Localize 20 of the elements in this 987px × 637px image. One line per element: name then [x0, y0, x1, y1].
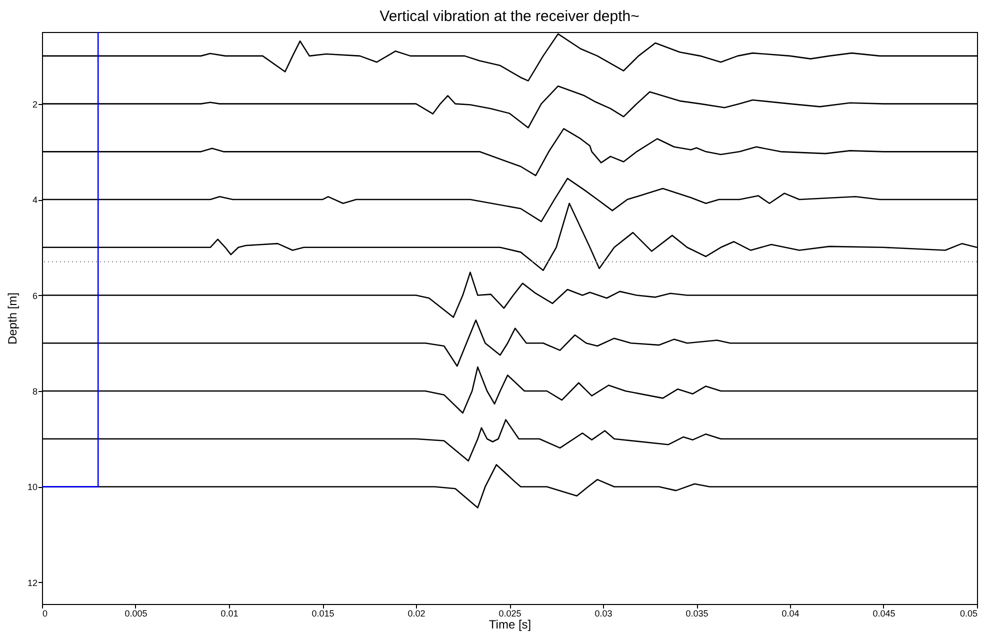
x-tick-label: 0.015 — [312, 608, 334, 618]
chart-title: Vertical vibration at the receiver depth~ — [380, 8, 640, 25]
x-tick-label: 0.02 — [408, 608, 426, 618]
y-tick-label: 6 — [32, 290, 38, 301]
y-tick-label: 4 — [32, 195, 38, 206]
y-tick-label: 8 — [32, 386, 38, 396]
x-tick-label: 0.01 — [220, 608, 238, 618]
x-tick-label: 0.035 — [686, 608, 708, 618]
x-tick-label: 0 — [42, 608, 48, 618]
x-tick-label: 0.045 — [872, 608, 896, 618]
y-tick-label: 2 — [32, 99, 38, 110]
x-tick-label: 0.025 — [498, 608, 522, 618]
y-axis-title: Depth [m] — [5, 292, 20, 345]
x-tick-label: 0.04 — [782, 608, 800, 618]
x-tick-label: 0.005 — [124, 608, 148, 618]
x-axis-title: Time [s] — [488, 618, 532, 632]
x-tick-label: 0.05 — [960, 608, 978, 618]
x-tick-label: 0.03 — [594, 608, 612, 618]
y-tick-label: 10 — [27, 482, 38, 492]
y-tick-label: 12 — [27, 578, 38, 588]
